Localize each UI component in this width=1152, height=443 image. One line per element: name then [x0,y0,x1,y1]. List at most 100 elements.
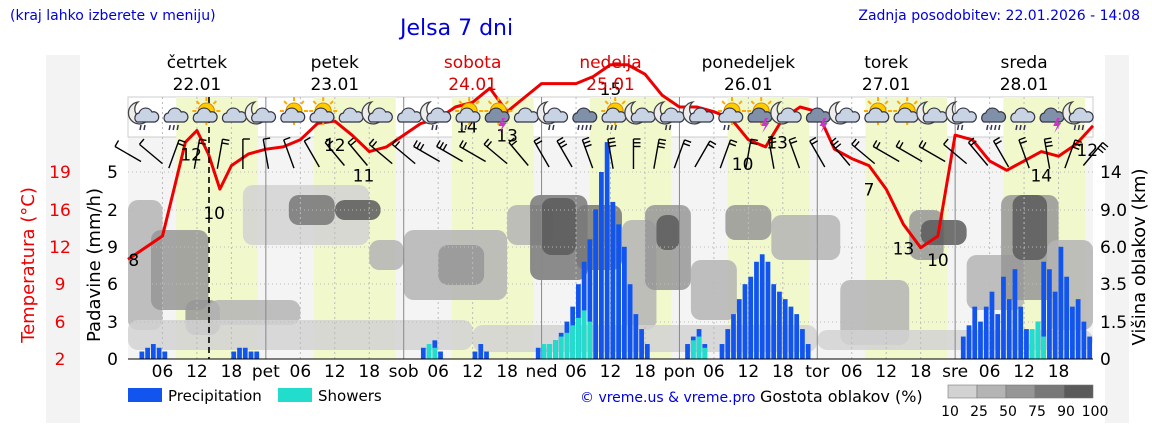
precipitation-bar [242,347,248,359]
barb-flag [769,141,777,144]
cloud-shape [776,107,802,123]
barb-staff [556,140,573,168]
wind-barb [768,137,777,169]
rain-drop [614,124,617,131]
day-name: četrtek [167,53,228,73]
sun-ray [195,100,201,105]
barb-staff [607,139,614,169]
precipitation-bar [644,344,650,359]
barb-staff [324,142,345,166]
barb-staff [347,142,368,166]
barb-staff [967,142,989,166]
credit-link[interactable]: © vreme.us & vreme.pro [580,390,755,406]
day-name: torek [864,53,908,73]
sun-ray [504,100,510,105]
x-tick-label: 12 [1013,362,1035,382]
day-name: ponedeljek [702,53,796,73]
wind-barb [508,137,529,166]
wind-barb [809,136,826,168]
rain-drop [723,124,726,131]
barb-staff [943,143,968,165]
cloud-density-tick: 50 [999,404,1017,420]
barb-flag [851,138,857,145]
precipitation-bar [805,344,811,359]
barb-staff [508,142,529,166]
precipitation-bar [627,284,633,359]
precipitation-bar [1001,276,1006,359]
rain-drop [998,124,1001,131]
precipitation-bar [254,351,260,359]
cloud-shape [689,107,715,123]
day-date: 23.01 [310,75,359,95]
cloud-blob [150,230,209,310]
shower-bar [570,325,576,359]
wind-barb [193,138,207,169]
precipitation-bar [960,336,966,359]
barb-flag [854,140,860,148]
barb-staff [193,139,201,169]
day-date: 25.01 [586,75,635,95]
temperature-label: 10 [927,251,949,271]
cloud-blob [334,200,381,220]
barb-staff [830,142,851,166]
barb-flag [608,141,616,144]
cloud-sun-icon [192,97,221,125]
cloud-heavy-rain-icon [981,107,1007,131]
barb-flag [327,140,334,146]
shower-bar [553,340,558,359]
rain-drop [176,124,179,131]
precipitation-bar [782,299,788,359]
barb-flag [324,137,331,144]
shower-bar [696,336,702,359]
x-tick-label: 18 [358,362,380,382]
sun-ray [458,100,463,105]
precipitation-bar [759,254,765,359]
barb-flag [968,137,975,144]
showers-legend-label: Showers [318,387,382,405]
precipitation-bar [633,314,639,359]
wind-barb [943,138,968,165]
barb-flag [768,137,776,140]
x-tick-label: 12 [324,362,346,382]
barb-flag [263,137,271,140]
wind-barb [788,136,801,169]
weather-icons-row [127,97,1094,133]
barb-flag [583,140,591,145]
rain-drop [589,124,592,131]
rain-drop [139,124,142,131]
precipitation-bar [484,351,489,359]
moon-cloud-icon [244,101,277,125]
x-tick-label: 06 [152,362,174,382]
wind-barb [918,140,946,163]
lightning-bolt [498,118,507,133]
temperature-label: 12 [324,136,346,156]
precipitation-bar [989,291,995,359]
cloud-shape [192,107,218,123]
rain-drop [552,124,555,131]
barb-flag [303,136,311,142]
wind-barb [413,140,441,163]
barb-flag [875,141,881,149]
rain-drop [1023,124,1026,131]
rain-drop [1073,124,1077,131]
precipitation-bar [736,299,742,359]
shower-bar [558,336,564,359]
temperature-label: 10 [203,204,225,224]
x-tick-label: pet [252,362,280,382]
x-tick-label: pon [663,362,695,382]
barb-flag [1044,141,1053,144]
barb-flag [750,142,758,145]
precipitation-bar [794,314,800,359]
precipitation-bar [754,261,759,359]
x-tick-label: 06 [841,362,863,382]
barb-flag [483,138,490,145]
moon-cloud-icon [770,101,802,125]
precipitation-bar [438,351,443,359]
wind-barb [283,136,295,169]
location-hint[interactable]: (kraj lahko izberete v meniju) [10,8,216,24]
cloud-shape [951,107,977,123]
cloud-heavy-rain-icon [572,107,598,131]
day-date: 22.01 [173,75,222,95]
lightning-bolt [761,118,770,133]
